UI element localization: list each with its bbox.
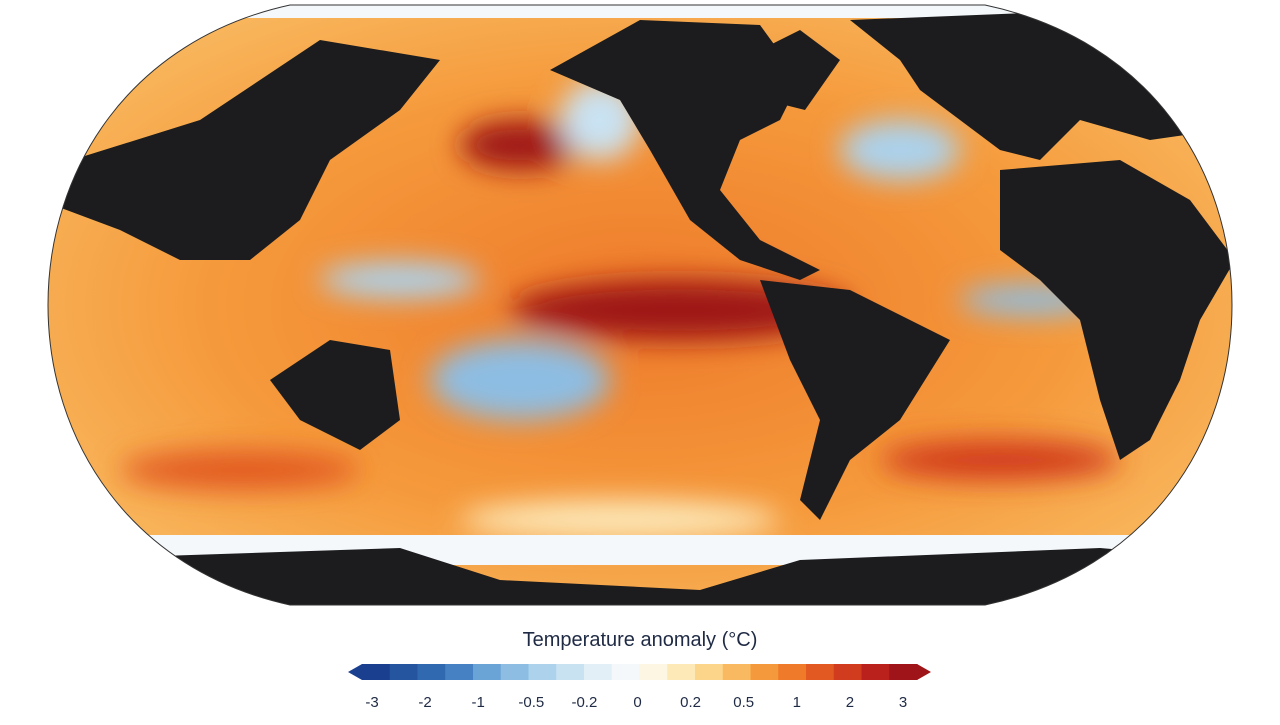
sea-ice	[48, 5, 1232, 18]
colorbar-segment	[806, 664, 835, 680]
colorbar-tick-label: -0.2	[571, 694, 597, 711]
asia	[48, 40, 440, 260]
north-america	[550, 20, 820, 280]
colorbar-segment	[889, 664, 918, 680]
colorbar-tick-label: -3	[365, 694, 378, 711]
colorbar-segment	[500, 664, 529, 680]
colorbar-segment	[778, 664, 807, 680]
neutral-anomaly	[460, 500, 780, 540]
africa	[1000, 160, 1232, 460]
colorbar-segment	[833, 664, 862, 680]
colorbar-tick-label: -1	[472, 694, 485, 711]
greenland	[740, 30, 840, 110]
warm-anomaly	[120, 450, 360, 490]
map-outline	[47, 4, 1233, 606]
colorbar-segment	[584, 664, 613, 680]
colorbar-tick-label: -0.5	[518, 694, 544, 711]
warm-anomaly	[460, 120, 580, 170]
colorbar-segment	[667, 664, 696, 680]
colorbar-segment	[722, 664, 751, 680]
colorbar-segment	[528, 664, 557, 680]
colorbar-segment	[861, 664, 890, 680]
colorbar-tick-label: 2	[846, 694, 854, 711]
colorbar-arrow-low	[348, 664, 362, 680]
antarctica	[48, 548, 1232, 605]
colorbar-segment	[389, 664, 418, 680]
cool-anomaly	[320, 262, 480, 298]
colorbar-segment	[695, 664, 724, 680]
colorbar-tick-label: 0.2	[680, 694, 701, 711]
colorbar-arrow-high	[917, 664, 931, 680]
colorbar-tick-label: 1	[793, 694, 801, 711]
colorbar-segment	[750, 664, 779, 680]
colorbar: -3 -2 -1 -0.5 -0.2 0 0.2 0.5 1 2 3	[348, 664, 931, 711]
world-map	[48, 5, 1232, 605]
colorbar-segment	[473, 664, 502, 680]
land	[48, 10, 1232, 605]
colorbar-segment	[362, 664, 391, 680]
colorbar-tick-label: 0.5	[733, 694, 754, 711]
australia	[270, 340, 400, 450]
colorbar-segment	[611, 664, 640, 680]
colorbar-segment	[556, 664, 585, 680]
colorbar-tick-label: -2	[418, 694, 431, 711]
colorbar-title: Temperature anomaly (°C)	[523, 629, 758, 651]
warm-anomaly	[510, 280, 850, 340]
cool-anomaly	[430, 340, 610, 420]
south-america	[760, 280, 950, 520]
colorbar-tick-label: 3	[899, 694, 907, 711]
colorbar-segment	[445, 664, 474, 680]
warm-anomaly	[880, 440, 1120, 480]
colorbar-tick-label: 0	[633, 694, 641, 711]
colorbar-segment	[639, 664, 668, 680]
colorbar-segment	[417, 664, 446, 680]
cool-anomaly	[840, 120, 960, 180]
